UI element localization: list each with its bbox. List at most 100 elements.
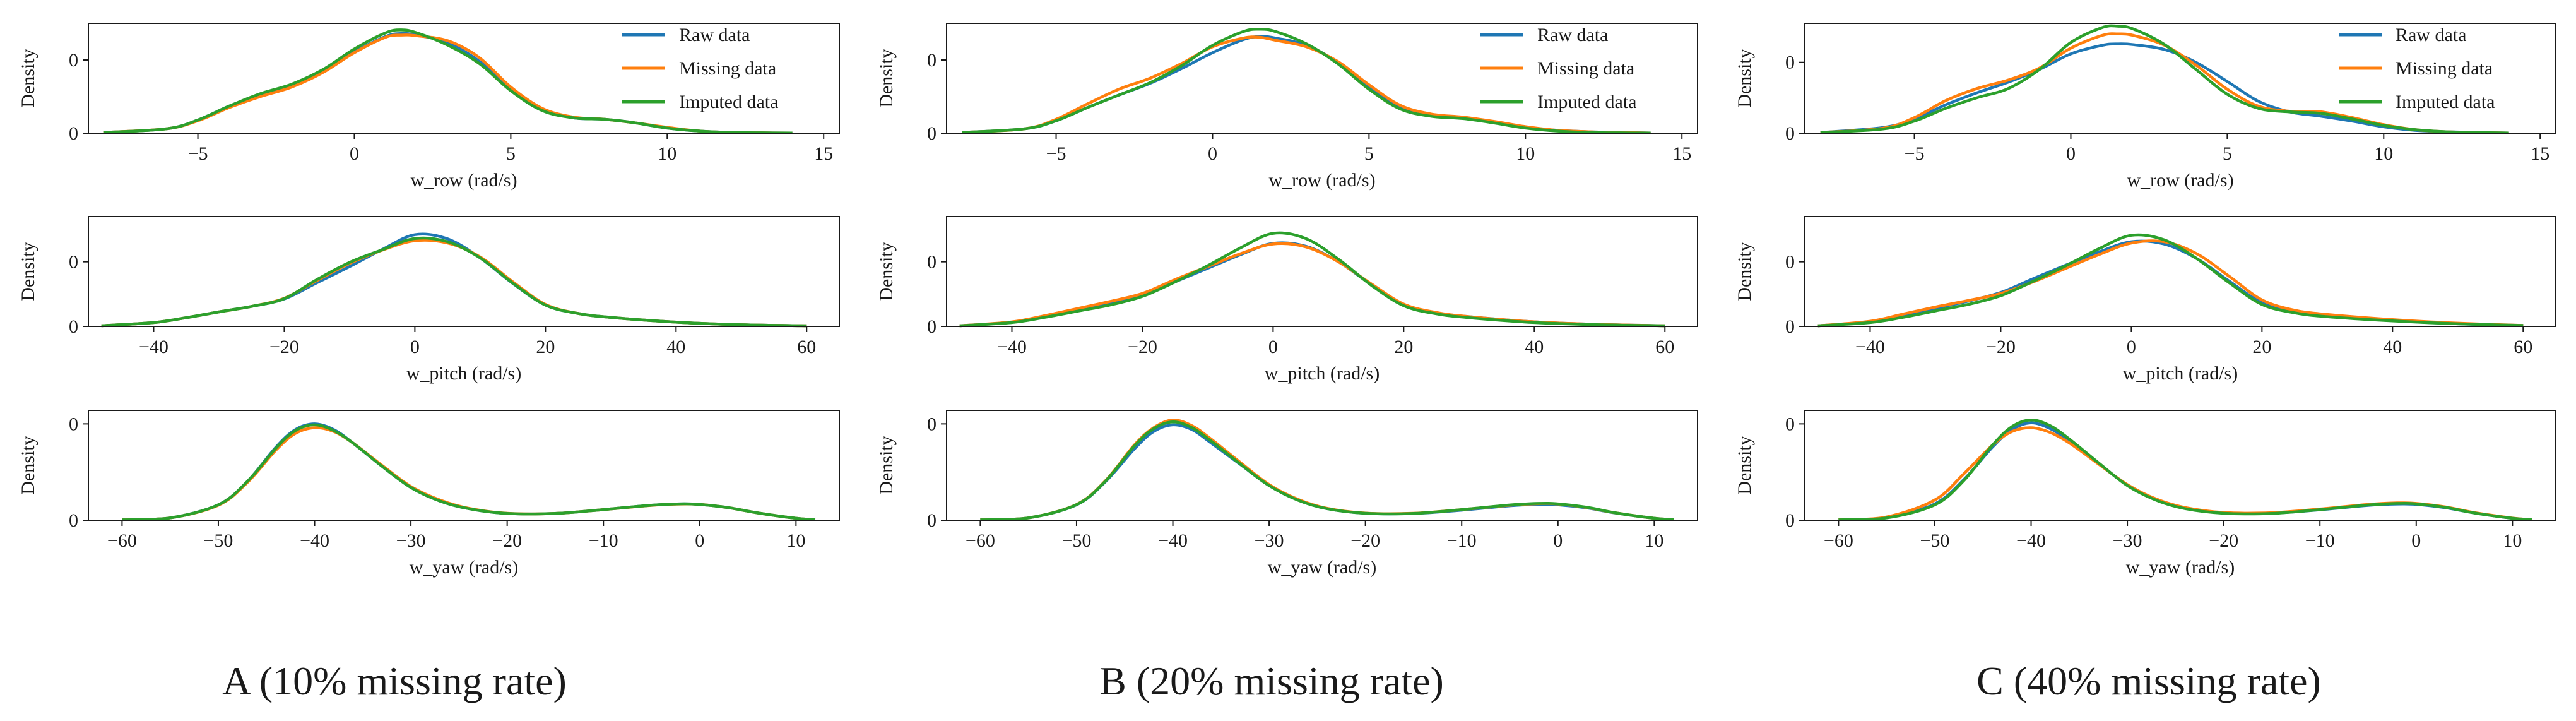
panel-b-row3: −60 −50 −40 −30 −20 −10 0 10 0 0 w_yaw (rad/s) Dens… (876, 410, 1698, 578)
panel-a-row3: −60 −50 −40 −30 −20 −10 0 10 0 0 w_yaw (rad/s) Dens… (18, 410, 840, 578)
panel-c-row1-xtick-label: 5 (2223, 143, 2232, 164)
caption-a: A (10% missing rate) (222, 658, 567, 703)
panel-a-row1-ylabel: Density (18, 49, 38, 107)
panel-a-row2-ylabel: Density (18, 242, 38, 301)
panel-b-row3-ylabel: Density (876, 436, 897, 494)
panel-b-row2-ytick-label: 0 (927, 252, 936, 273)
panel-a-row2-raw-data-line (101, 232, 807, 328)
panel-b-row1-xtick-label: −5 (1046, 143, 1066, 164)
panel-a-row1-legend-label: Missing data (679, 58, 776, 79)
panel-b-row1-ytick-label: 0 (927, 50, 936, 71)
panel-c-row3-xtick-label: 10 (2503, 530, 2522, 551)
panel-c-row1-legend-label: Raw data (2396, 25, 2466, 45)
panel-a-row1-axes-frame (88, 23, 840, 134)
caption-b: B (20% missing rate) (1099, 658, 1444, 703)
panel-a-row1-xtick-label: −5 (188, 143, 208, 164)
panel-c-row3-ytick-label: 0 (1785, 414, 1795, 434)
panel-c-row3-xtick-label: −50 (1920, 530, 1950, 551)
panel-c-row3: −60 −50 −40 −30 −20 −10 0 10 0 0 w_yaw (rad/s) Dens… (1734, 410, 2556, 578)
panel-b-row2-ylabel: Density (876, 242, 897, 301)
panel-b-row1-axes-frame (946, 23, 1698, 134)
panel-c-row1-legend-label: Imputed data (2396, 92, 2495, 112)
panel-a-row1-xlabel: w_row (rad/s) (410, 170, 517, 191)
panel-c-row1-xtick-label: 10 (2374, 143, 2393, 164)
panel-a-row3-xtick-label: 10 (786, 530, 805, 551)
panel-a-row2-xtick-label: 60 (797, 337, 816, 357)
panel-a-row1-legend: Raw data Missing data Imputed data (622, 25, 778, 112)
panel-b-row3-ytick-label: 0 (927, 414, 936, 434)
panel-a-row3-xtick-label: −50 (204, 530, 233, 551)
panel-c-row1-legend-label: Missing data (2396, 58, 2493, 79)
panel-c-row3-imputed-data-line (1838, 419, 2532, 521)
panel-c-row3-ytick-label: 0 (1785, 510, 1795, 531)
panel-b-row3-xtick-label: −50 (1062, 530, 1092, 551)
panel-c-row3-axes-frame (1804, 410, 2556, 521)
panel-a-row1-xtick-label: 5 (506, 143, 516, 164)
panel-b-row2: −40 −20 0 20 40 60 0 0 w_pitch (rad/s) Density (876, 216, 1698, 384)
panel-b-row3-xtick-label: −10 (1447, 530, 1477, 551)
panel-c-row2-xtick-label: 40 (2383, 337, 2402, 357)
panel-b-row1-legend-label: Raw data (1537, 25, 1608, 45)
panel-c-row2-xlabel: w_pitch (rad/s) (2123, 363, 2238, 384)
panel-b-row1-xlabel: w_row (rad/s) (1268, 170, 1375, 191)
panel-b-row2-xlabel: w_pitch (rad/s) (1265, 363, 1380, 384)
caption-c: C (40% missing rate) (1976, 658, 2321, 703)
panel-b-row1-imputed-data-line (962, 27, 1651, 135)
panel-a-row1-legend-label: Imputed data (679, 92, 778, 112)
panel-b-row2-imputed-data-line (959, 231, 1665, 328)
panel-c-row1-raw-data-line (1820, 42, 2509, 134)
panel-a-row1-xtick-label: 15 (814, 143, 833, 164)
panel-c-row2-xtick-label: 60 (2514, 337, 2532, 357)
panel-c-row3-xtick-label: 0 (2411, 530, 2421, 551)
panel-a-row1-xtick-label: 0 (350, 143, 359, 164)
panel-a-row2-ytick-label: 0 (69, 316, 78, 337)
panel-c-row1-imputed-data-line (1820, 24, 2509, 134)
panel-a-row3-xtick-label: −20 (492, 530, 522, 551)
panel-c-row2-xtick-label: 20 (2252, 337, 2271, 357)
panel-c-row2-xtick-label: −20 (1986, 337, 2016, 357)
panel-b-row3-axes-frame (946, 410, 1698, 521)
panel-a-row3-axes-frame (88, 410, 840, 521)
panel-c-row1-ytick-label: 0 (1785, 52, 1795, 73)
panel-c-row1-xtick-label: 15 (2531, 143, 2549, 164)
panel-a-row1-xtick-label: 10 (658, 143, 676, 164)
panel-a-row1-legend-label: Raw data (679, 25, 750, 45)
panel-b-row2-xtick-label: −40 (997, 337, 1027, 357)
panel-c-row1-ytick-label: 0 (1785, 123, 1795, 144)
panel-a-row3-xtick-label: 0 (695, 530, 704, 551)
panel-c-row3-xlabel: w_yaw (rad/s) (2126, 557, 2235, 578)
panel-a-row2-xtick-label: −40 (139, 337, 168, 357)
panel-b-row1-legend-label: Missing data (1537, 58, 1634, 79)
panel-c-row2-ytick-label: 0 (1785, 316, 1795, 337)
panel-c-row2-xtick-label: −40 (1855, 337, 1885, 357)
panel-b-row2-axes-frame (946, 216, 1698, 327)
panel-c-row2-axes-frame (1804, 216, 2556, 327)
panel-c-row2-ytick-label: 0 (1785, 252, 1795, 273)
panel-b-row1-xtick-label: 5 (1364, 143, 1374, 164)
panel-b-row3-xtick-label: −30 (1255, 530, 1284, 551)
panel-a-row3-ylabel: Density (18, 436, 38, 494)
panel-a-row3-xlabel: w_yaw (rad/s) (410, 557, 518, 578)
panel-b-row1-xtick-label: 10 (1516, 143, 1535, 164)
panel-a-row1-ytick-label: 0 (69, 50, 78, 71)
panel-c-row2-missing-data-line (1817, 239, 2524, 328)
panel-a-row1: −5 0 5 10 15 0 0 w_row (rad/s) Density Raw data Mi… (18, 23, 840, 191)
panel-b-row3-xlabel: w_yaw (rad/s) (1268, 557, 1376, 578)
panel-a-row3-ytick-label: 0 (69, 510, 78, 531)
panel-a-row3-ytick-label: 0 (69, 414, 78, 434)
panel-b-row3-ytick-label: 0 (927, 510, 936, 531)
panel-c-row3-xtick-label: −30 (2113, 530, 2142, 551)
panel-c-row2-imputed-data-line (1817, 233, 2524, 328)
panel-b-row1-ytick-label: 0 (927, 123, 936, 144)
panel-b-row1-xtick-label: 15 (1672, 143, 1691, 164)
panel-c-row2-xtick-label: 0 (2127, 337, 2136, 357)
panel-b-row3-xtick-label: 0 (1553, 530, 1563, 551)
panel-a-row1-imputed-data-line (103, 28, 793, 135)
panel-a-row2-axes-frame (88, 216, 840, 327)
panel-a-row2-xtick-label: 0 (410, 337, 420, 357)
panel-c-row1-xtick-label: 0 (2066, 143, 2076, 164)
panel-b-row3-xtick-label: 10 (1645, 530, 1663, 551)
panel-c-row3-ylabel: Density (1734, 436, 1755, 494)
panel-c-row3-xtick-label: −40 (2016, 530, 2046, 551)
